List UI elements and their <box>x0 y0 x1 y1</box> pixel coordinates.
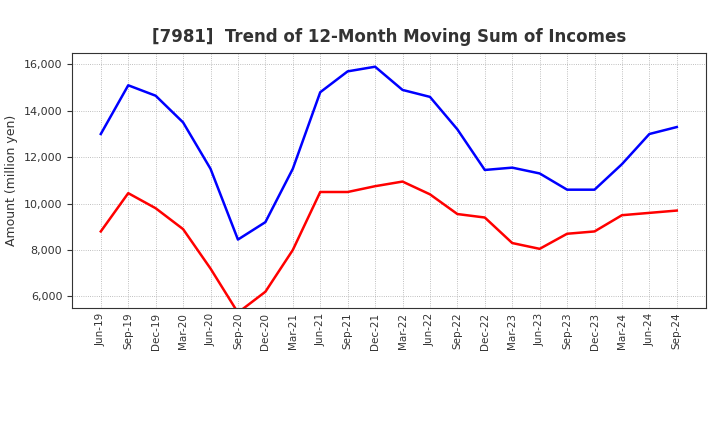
Net Income <box>371 183 379 189</box>
Ordinary Income <box>672 125 681 130</box>
Ordinary Income <box>206 166 215 172</box>
Ordinary Income <box>96 132 105 137</box>
Ordinary Income <box>480 167 489 172</box>
Net Income <box>590 229 599 234</box>
Net Income <box>124 191 132 196</box>
Ordinary Income <box>618 161 626 167</box>
Net Income <box>289 247 297 253</box>
Net Income <box>96 229 105 234</box>
Y-axis label: Amount (million yen): Amount (million yen) <box>5 115 18 246</box>
Ordinary Income <box>426 94 434 99</box>
Ordinary Income <box>371 64 379 70</box>
Net Income <box>618 213 626 218</box>
Ordinary Income <box>233 237 242 242</box>
Line: Ordinary Income: Ordinary Income <box>101 67 677 239</box>
Ordinary Income <box>124 83 132 88</box>
Ordinary Income <box>536 171 544 176</box>
Net Income <box>398 179 407 184</box>
Net Income <box>563 231 572 236</box>
Ordinary Income <box>343 69 352 74</box>
Ordinary Income <box>563 187 572 192</box>
Net Income <box>536 246 544 252</box>
Ordinary Income <box>645 132 654 137</box>
Net Income <box>179 227 187 232</box>
Ordinary Income <box>316 90 325 95</box>
Net Income <box>672 208 681 213</box>
Net Income <box>316 189 325 194</box>
Net Income <box>426 192 434 197</box>
Net Income <box>480 215 489 220</box>
Ordinary Income <box>261 220 270 225</box>
Net Income <box>261 289 270 294</box>
Net Income <box>343 189 352 194</box>
Net Income <box>645 210 654 216</box>
Ordinary Income <box>179 120 187 125</box>
Ordinary Income <box>289 166 297 172</box>
Net Income <box>233 310 242 315</box>
Ordinary Income <box>398 87 407 92</box>
Ordinary Income <box>151 93 160 99</box>
Ordinary Income <box>453 127 462 132</box>
Ordinary Income <box>508 165 516 170</box>
Net Income <box>453 211 462 216</box>
Ordinary Income <box>590 187 599 192</box>
Net Income <box>151 205 160 211</box>
Line: Net Income: Net Income <box>101 182 677 313</box>
Net Income <box>206 266 215 271</box>
Net Income <box>508 240 516 246</box>
Title: [7981]  Trend of 12-Month Moving Sum of Incomes: [7981] Trend of 12-Month Moving Sum of I… <box>152 28 626 46</box>
